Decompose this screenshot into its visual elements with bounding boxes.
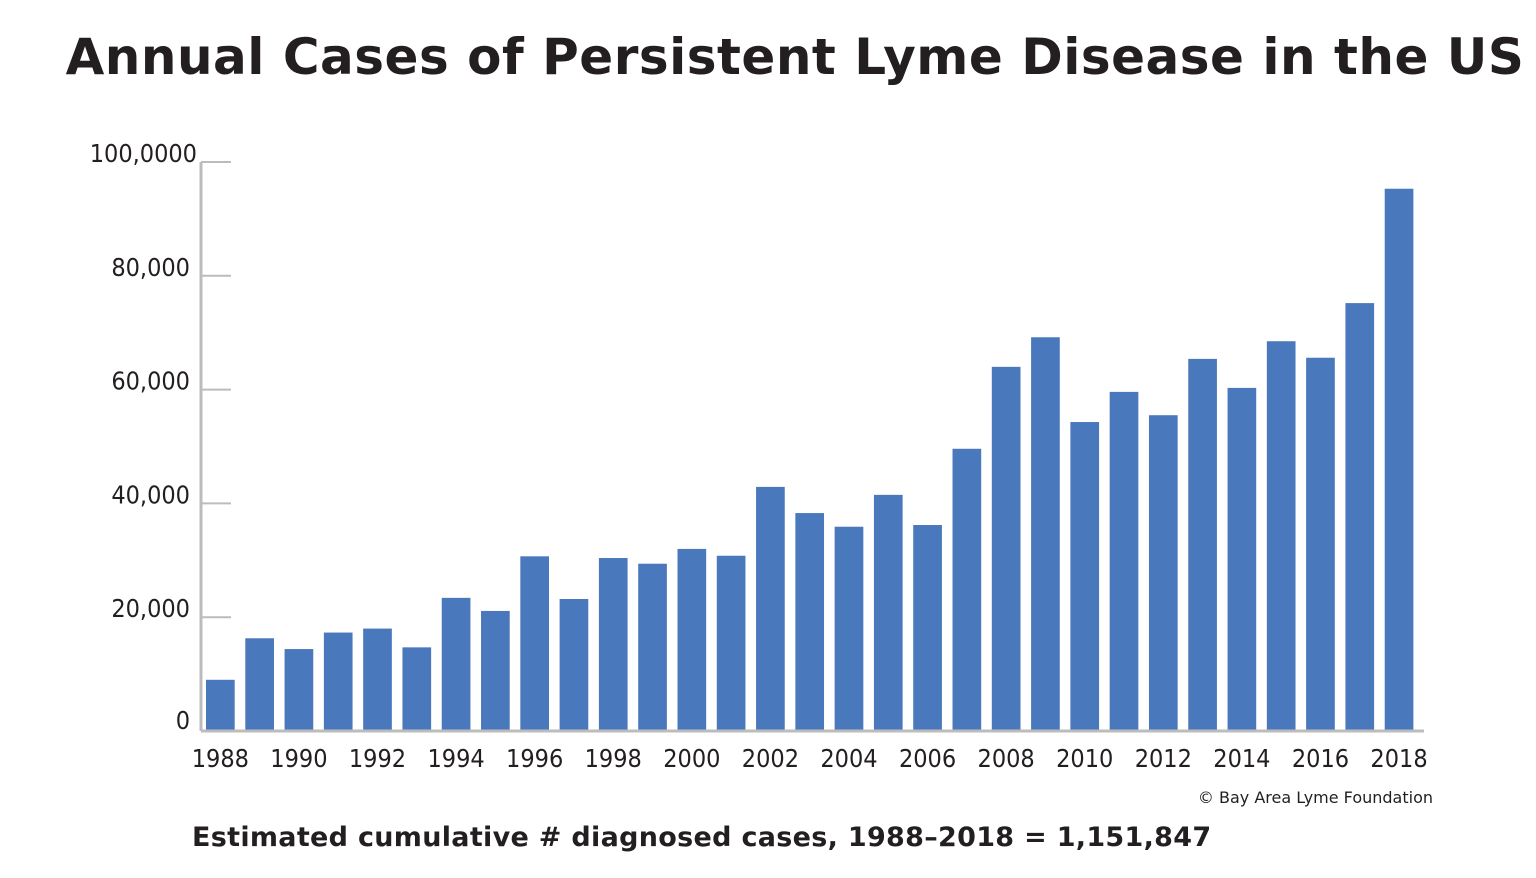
bar-2012 (1148, 415, 1178, 730)
x-tick-label: 1990 (270, 744, 327, 773)
x-axis: 1988 1990 1992 1994 1996 1998 2000 2002 2004 2006… (192, 729, 1428, 773)
x-tick-label: 1996 (506, 744, 563, 773)
y-axis: 0 20,000 40,000 60,000 80,000 100,0000 (90, 139, 231, 735)
bar-2013 (1188, 358, 1217, 730)
bars (206, 188, 1414, 731)
x-tick-label: 2002 (742, 744, 799, 773)
bar-2006 (913, 525, 942, 730)
y-tick-label: 0 (176, 706, 190, 735)
x-tick-label: 2012 (1135, 744, 1192, 773)
x-tick-label: 1998 (585, 744, 642, 773)
bar-2016 (1306, 357, 1335, 730)
bar-1995 (481, 610, 510, 730)
bar-2017 (1345, 303, 1375, 730)
copyright-credit: © Bay Area Lyme Foundation (1197, 788, 1433, 807)
bar-1999 (638, 563, 667, 730)
x-tick-label: 1992 (349, 744, 406, 773)
bar-1993 (402, 647, 432, 730)
bar-2003 (795, 513, 825, 730)
y-tick-label: 40,000 (111, 480, 190, 509)
bar-1997 (559, 598, 589, 730)
x-tick-label: 2018 (1370, 744, 1427, 773)
x-tick-label: 2000 (663, 744, 720, 773)
bar-1990 (284, 649, 314, 730)
y-tick-label: 20,000 (111, 594, 190, 623)
bar-2004 (834, 526, 864, 730)
bar-2007 (952, 448, 982, 730)
bar-2018 (1384, 188, 1414, 731)
bar-2014 (1227, 387, 1257, 730)
cumulative-footnote: Estimated cumulative # diagnosed cases, … (192, 822, 1212, 853)
bar-2000 (677, 548, 707, 730)
bar-2010 (1070, 422, 1100, 730)
y-tick-label: 80,000 (111, 253, 190, 282)
bar-1994 (441, 597, 471, 730)
x-tick-label: 2010 (1056, 744, 1113, 773)
x-tick-label: 2008 (978, 744, 1035, 773)
bar-1998 (598, 558, 628, 730)
x-tick-label: 2006 (899, 744, 956, 773)
bar-1988 (206, 679, 235, 730)
x-tick-label: 1988 (192, 744, 249, 773)
x-tick-label: 1994 (427, 744, 484, 773)
bar-1991 (323, 632, 353, 730)
bar-1996 (520, 556, 550, 730)
bar-1992 (363, 628, 392, 730)
bar-2001 (716, 555, 746, 730)
x-tick-label: 2016 (1292, 744, 1349, 773)
y-tick-label: 100,0000 (90, 139, 197, 168)
x-tick-label: 2014 (1213, 744, 1270, 773)
bar-2009 (1031, 337, 1060, 730)
bar-2008 (991, 366, 1021, 730)
chart-title: Annual Cases of Persistent Lyme Disease … (65, 28, 1525, 86)
bar-2015 (1266, 341, 1296, 730)
bar-1989 (245, 638, 274, 730)
x-tick-label: 2004 (820, 744, 877, 773)
bar-2002 (756, 486, 785, 730)
y-tick-label: 60,000 (111, 367, 190, 396)
bar-2011 (1109, 391, 1139, 730)
bar-2005 (873, 494, 903, 730)
